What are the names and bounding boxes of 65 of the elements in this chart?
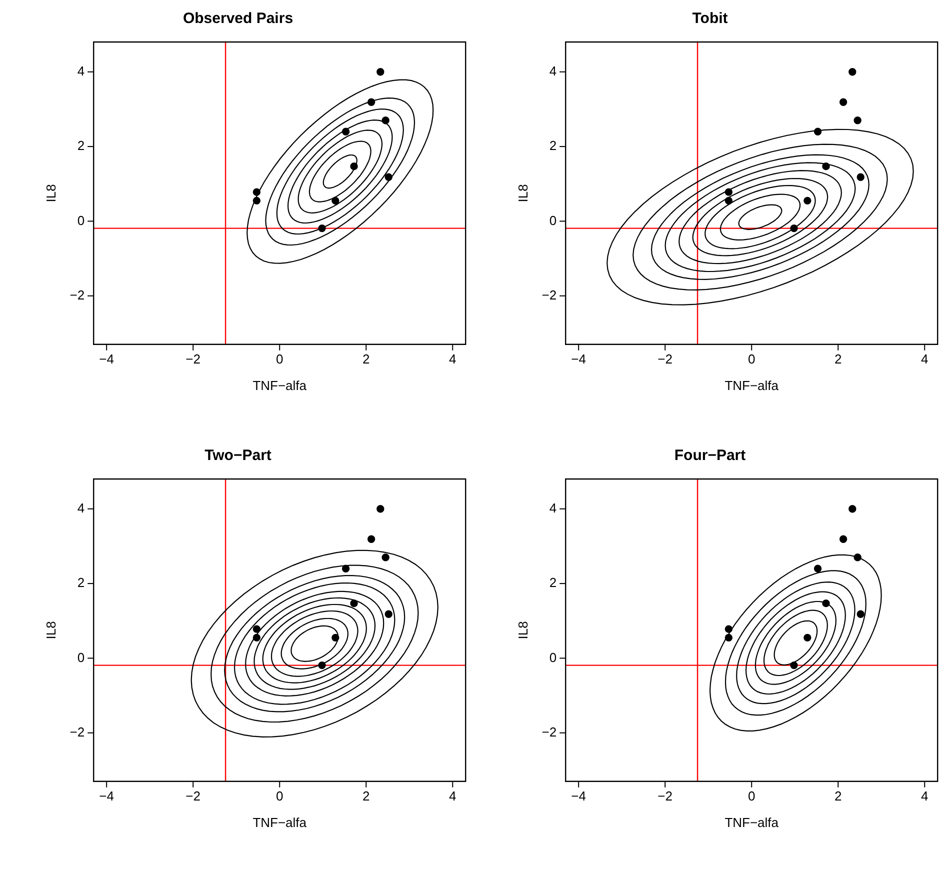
- y-tick-label: 2: [549, 575, 557, 590]
- y-tick-label: 2: [77, 138, 85, 154]
- x-tick-label: 4: [449, 788, 456, 804]
- point: [332, 196, 340, 205]
- x-tick-label: −4: [99, 351, 114, 366]
- y-axis-title: IL8: [43, 184, 58, 202]
- point: [856, 173, 864, 181]
- y-tick-label: −2: [70, 287, 85, 302]
- x-tick-label: 2: [834, 351, 842, 366]
- x-tick-label: 0: [276, 351, 284, 366]
- y-tick-label: 0: [549, 212, 557, 228]
- y-tick-label: 0: [549, 650, 557, 665]
- y-tick-label: −2: [542, 724, 557, 740]
- y-tick-label: 4: [549, 63, 557, 78]
- x-tick-label: 2: [362, 788, 370, 804]
- x-tick-label: −4: [571, 351, 586, 366]
- y-axis-title: IL8: [515, 621, 530, 640]
- point: [856, 610, 864, 618]
- y-tick-label: 0: [77, 650, 85, 665]
- y-axis-title: IL8: [43, 621, 58, 640]
- x-tick-label: 0: [748, 351, 756, 366]
- x-axis-title: TNF−alfa: [724, 814, 780, 830]
- x-tick-label: 4: [449, 351, 456, 366]
- point: [376, 505, 384, 513]
- x-tick-label: −2: [658, 788, 672, 804]
- x-tick-label: 4: [921, 351, 928, 366]
- y-tick-label: −2: [542, 287, 557, 302]
- chart-title: Two−Part: [204, 447, 272, 464]
- point: [384, 610, 392, 618]
- point: [854, 116, 862, 124]
- point: [839, 98, 848, 106]
- x-axis-title: TNF−alfa: [724, 378, 780, 393]
- point: [848, 68, 856, 76]
- y-tick-label: 0: [77, 212, 85, 228]
- x-tick-label: −2: [658, 351, 672, 366]
- point: [376, 68, 384, 76]
- x-tick-label: 2: [834, 788, 842, 804]
- point: [804, 634, 812, 642]
- point: [382, 554, 390, 562]
- x-tick-label: −2: [186, 351, 200, 366]
- chart-title: Tobit: [692, 10, 728, 28]
- point: [252, 625, 261, 633]
- x-axis-title: TNF−alfa: [252, 814, 308, 830]
- y-tick-label: 2: [549, 138, 557, 154]
- y-tick-label: 4: [549, 500, 557, 516]
- y-tick-label: 4: [77, 63, 85, 78]
- x-tick-label: 2: [362, 351, 370, 366]
- y-tick-label: 4: [77, 500, 85, 516]
- y-axis-title: IL8: [515, 184, 530, 202]
- point: [367, 535, 376, 543]
- x-tick-label: 0: [276, 788, 284, 804]
- point: [848, 505, 856, 513]
- x-tick-label: −2: [186, 788, 200, 804]
- point: [814, 564, 822, 572]
- x-tick-label: 4: [921, 788, 928, 804]
- x-tick-label: 0: [748, 788, 756, 804]
- x-tick-label: −4: [571, 788, 586, 804]
- x-axis-title: TNF−alfa: [252, 378, 308, 393]
- x-tick-label: −4: [99, 788, 114, 804]
- chart-title: Four−Part: [674, 447, 746, 464]
- y-tick-label: −2: [70, 724, 85, 740]
- point: [804, 196, 812, 205]
- chart-title: Observed Pairs: [182, 10, 294, 28]
- point: [839, 535, 848, 543]
- y-tick-label: 2: [77, 575, 85, 590]
